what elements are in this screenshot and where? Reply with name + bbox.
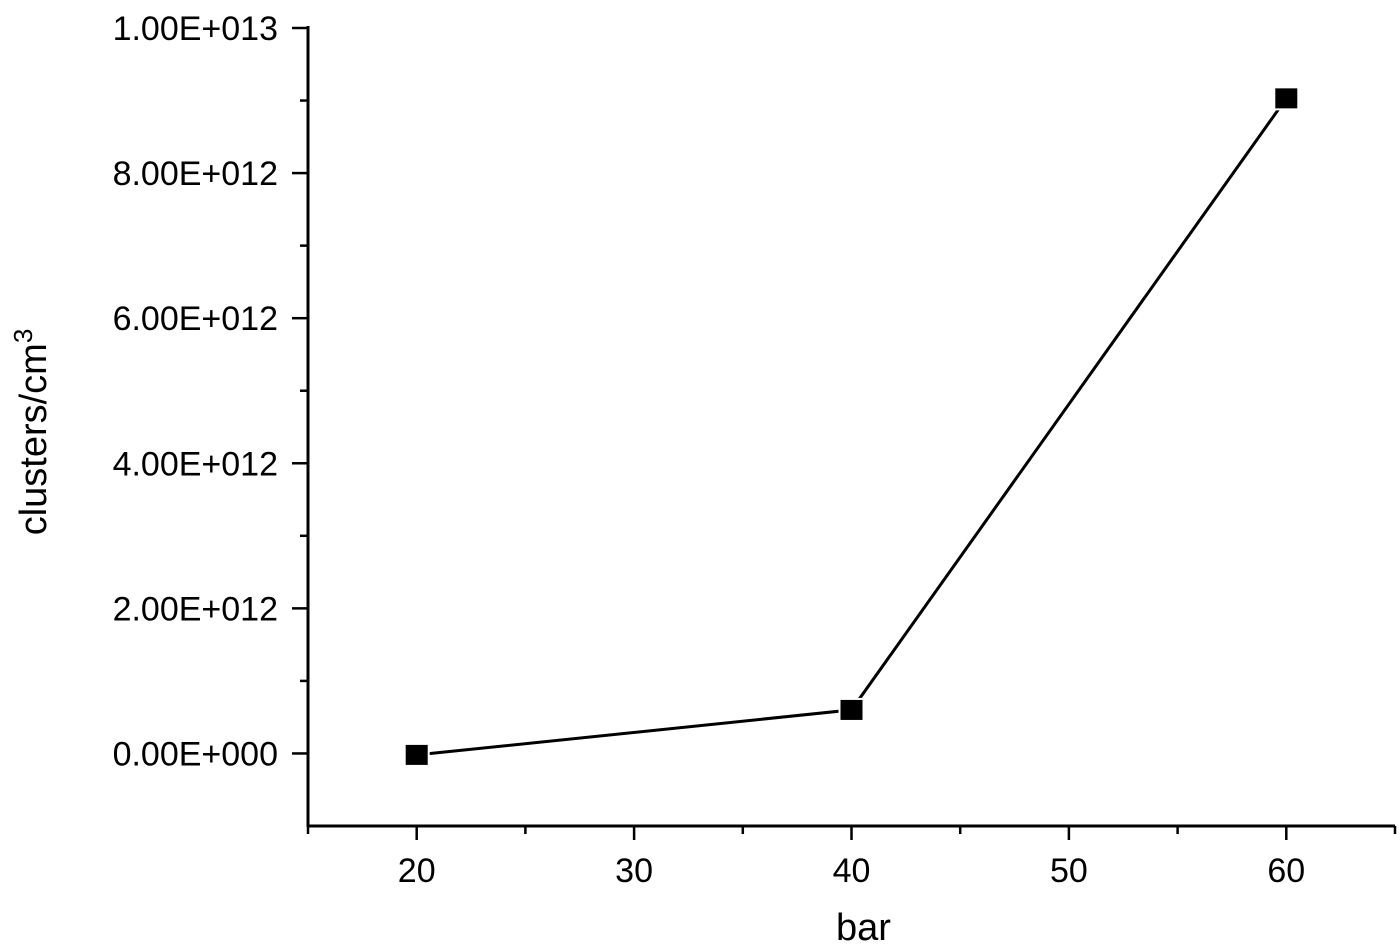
y-axis-ticks: 0.00E+000 2.00E+012 4.00E+012 6.00E+012 8.00…: [113, 10, 308, 773]
x-axis-ticks: 20 30 40 50 60: [306, 826, 1397, 890]
x-axis-title: bar: [836, 907, 891, 946]
y-axis-title: clusters/cm3: [8, 329, 55, 536]
data-point-marker: [403, 742, 430, 767]
y-tick-label: 2.00E+012: [113, 590, 278, 628]
series-line: [416, 97, 1288, 757]
y-tick-label: 6.00E+012: [113, 300, 278, 338]
x-tick-label: 40: [833, 852, 871, 890]
x-tick-label: 50: [1050, 852, 1088, 890]
x-tick-label: 30: [615, 852, 653, 890]
series: [403, 86, 1300, 767]
y-tick-label: 4.00E+012: [113, 445, 278, 483]
x-tick-label: 60: [1267, 852, 1305, 890]
y-axis-title-superscript: 3: [8, 329, 38, 343]
data-point-marker: [1273, 86, 1300, 111]
data-point-marker: [838, 697, 865, 722]
y-tick-label: 1.00E+013: [113, 10, 278, 48]
y-tick-label: 8.00E+012: [113, 155, 278, 193]
y-axis-title-text: clusters/cm: [13, 343, 55, 535]
x-tick-label: 20: [398, 852, 436, 890]
y-tick-label: 0.00E+000: [113, 735, 278, 773]
